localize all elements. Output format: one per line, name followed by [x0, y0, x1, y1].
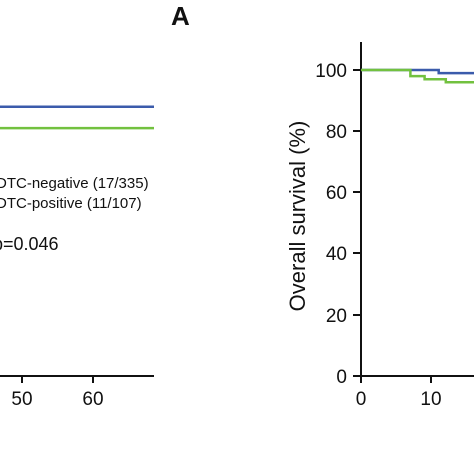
left-x-tick-label-2: 60	[82, 389, 103, 410]
left-chart: 50 60 DTC-negative (17/335) DTC-positive…	[0, 105, 154, 410]
p-value-annotation: p=0.046	[0, 234, 59, 254]
left-series-line-dtc-positive	[0, 126, 154, 130]
right-y-tick-label-60: 60	[326, 183, 347, 204]
right-y-tick-label-100: 100	[315, 61, 347, 82]
right-y-tick-label-20: 20	[326, 306, 347, 327]
right-y-tick-label-40: 40	[326, 244, 347, 265]
left-series-group	[0, 105, 154, 130]
right-chart: 0 20 40 60 80 100 0 10 Overall survival …	[285, 42, 474, 410]
right-series-line-dtc-positive	[361, 68, 474, 84]
legend-dtc-positive: DTC-positive (11/107)	[0, 195, 142, 212]
left-series-line-dtc-negative	[0, 105, 154, 108]
legend-dtc-negative: DTC-negative (17/335)	[0, 175, 149, 192]
y-axis-title: Overall survival (%)	[285, 121, 310, 312]
right-x-tick-label-0: 0	[356, 389, 367, 410]
right-series-group	[361, 68, 474, 84]
right-y-tick-label-0: 0	[336, 367, 347, 388]
left-x-tick-label-1: 50	[11, 389, 32, 410]
right-x-tick-label-10: 10	[420, 389, 441, 410]
right-y-tick-label-80: 80	[326, 122, 347, 143]
panel-label: A	[171, 1, 190, 31]
